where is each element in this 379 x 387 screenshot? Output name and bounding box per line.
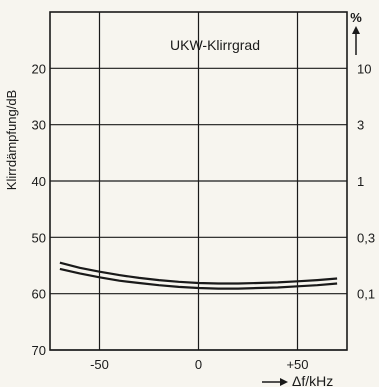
y2-tick-label-0: 10 xyxy=(357,61,371,76)
plot-border xyxy=(49,11,348,351)
y2-tick-label-4: 0,1 xyxy=(357,287,375,302)
y2-axis-arrow-icon xyxy=(352,26,360,55)
series-line-1 xyxy=(59,267,338,290)
y-tick-label-3: 50 xyxy=(32,230,46,245)
y-tick-label-4: 60 xyxy=(32,287,46,302)
grid xyxy=(50,12,347,351)
plot-frame xyxy=(49,11,348,351)
chart-title: UKW-Klirrgrad xyxy=(170,37,260,53)
x-tick-label-2: +50 xyxy=(286,357,308,372)
x-tick-label-0: -50 xyxy=(90,357,109,372)
y2-tick-label-2: 1 xyxy=(357,174,364,189)
y2-axis-label: % xyxy=(350,10,362,25)
y-tick-label-0: 20 xyxy=(32,61,46,76)
x-axis-arrow-icon xyxy=(262,378,288,386)
y2-tick-label-3: 0,3 xyxy=(357,230,375,245)
series-line-0 xyxy=(59,261,338,285)
x-tick-label-1: 0 xyxy=(195,357,202,372)
y2-tick-labels: 10 3 1 0,3 0,1 xyxy=(357,61,375,301)
y-tick-label-1: 30 xyxy=(32,118,46,133)
y-tick-label-5: 70 xyxy=(32,343,46,358)
y-tick-labels: 20 30 40 50 60 70 xyxy=(32,61,46,358)
x-axis-label: Δf/kHz xyxy=(292,373,333,387)
y-axis-label: Klirrdämpfung/dB xyxy=(4,90,19,190)
y-tick-label-2: 40 xyxy=(32,174,46,189)
x-tick-labels: -50 0 +50 xyxy=(90,357,308,372)
series-lines xyxy=(59,261,338,290)
y2-tick-label-1: 3 xyxy=(357,118,364,133)
